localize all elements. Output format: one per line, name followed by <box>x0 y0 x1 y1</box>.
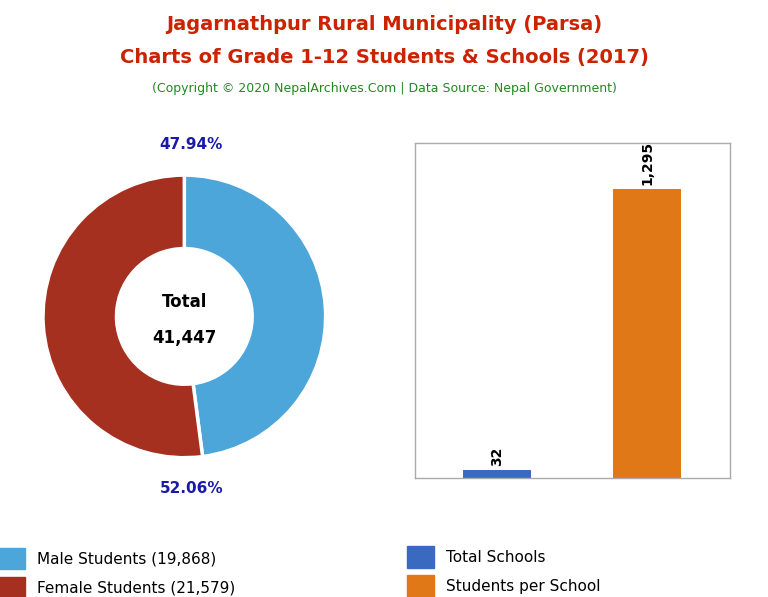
Bar <box>463 470 531 478</box>
Wedge shape <box>43 175 203 458</box>
Text: Jagarnathpur Rural Municipality (Parsa): Jagarnathpur Rural Municipality (Parsa) <box>166 15 602 34</box>
Wedge shape <box>184 175 326 457</box>
Text: 52.06%: 52.06% <box>160 481 223 496</box>
Text: 47.94%: 47.94% <box>160 137 223 152</box>
Text: (Copyright © 2020 NepalArchives.Com | Data Source: Nepal Government): (Copyright © 2020 NepalArchives.Com | Da… <box>151 82 617 96</box>
Text: 32: 32 <box>490 447 504 466</box>
Text: Charts of Grade 1-12 Students & Schools (2017): Charts of Grade 1-12 Students & Schools … <box>120 48 648 67</box>
Text: Total: Total <box>161 293 207 311</box>
Bar <box>614 189 681 478</box>
Text: 1,295: 1,295 <box>641 141 654 185</box>
Legend: Total Schools, Students per School: Total Schools, Students per School <box>406 546 601 597</box>
Legend: Male Students (19,868), Female Students (21,579): Male Students (19,868), Female Students … <box>0 547 236 597</box>
Text: 41,447: 41,447 <box>152 328 217 347</box>
